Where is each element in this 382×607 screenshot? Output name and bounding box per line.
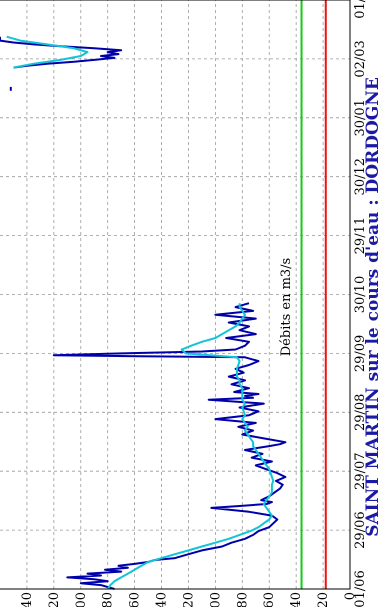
y-tick-label: 80: [235, 592, 250, 607]
x-tick-label: 29/09: [353, 335, 368, 372]
y-tick-label: 140: [155, 592, 170, 607]
y-tick-label: 0: [343, 592, 358, 600]
series-line: [106, 303, 275, 590]
x-tick-label: 30/10: [353, 276, 368, 313]
x-tick-labels: 01/06 29/06 29/07 29/08 29/09 30/10 29/11 30/12…: [353, 0, 368, 607]
plot-frame: [0, 0, 351, 590]
y-tick-label: 240: [20, 592, 35, 607]
x-tick-label: 01/06: [353, 570, 368, 607]
y-tick-label: 100: [208, 592, 223, 607]
y-tick-labels: 0 20 40 60 80 100 120 140 160 180 200 220 240: [20, 592, 358, 607]
y-tick-label: 120: [181, 592, 196, 607]
y-tick-label: 40: [289, 592, 304, 607]
grid: [0, 0, 350, 589]
y-tick-label: 180: [101, 592, 116, 607]
x-tick-label: 29/07: [353, 452, 368, 489]
x-tick-label: 01/04: [353, 0, 368, 19]
x-tick-label: 30/12: [353, 158, 368, 195]
threshold-lines: [300, 0, 327, 589]
series-line: [0, 36, 123, 69]
y-tick-label: 60: [262, 592, 277, 607]
x-tick-label: 29/06: [353, 511, 368, 548]
x-tick-label: 29/08: [353, 394, 368, 431]
x-tick-label: 02/03: [353, 40, 368, 77]
y-axis-label: Débits en m3/s: [279, 258, 294, 356]
x-tick-label: 30/01: [353, 99, 368, 136]
y-tick-label: 220: [47, 592, 62, 607]
series-line: [52, 302, 287, 590]
series-line: [6, 35, 89, 69]
series-lines: [0, 35, 287, 590]
y-tick-label: 20: [316, 592, 331, 607]
y-tick-label: 160: [128, 592, 143, 607]
x-tick-label: 29/11: [353, 217, 368, 254]
y-tick-label: 200: [74, 592, 89, 607]
chart-title: SAINT MARTIN sur le cours d'eau : DORDOG…: [363, 77, 382, 537]
